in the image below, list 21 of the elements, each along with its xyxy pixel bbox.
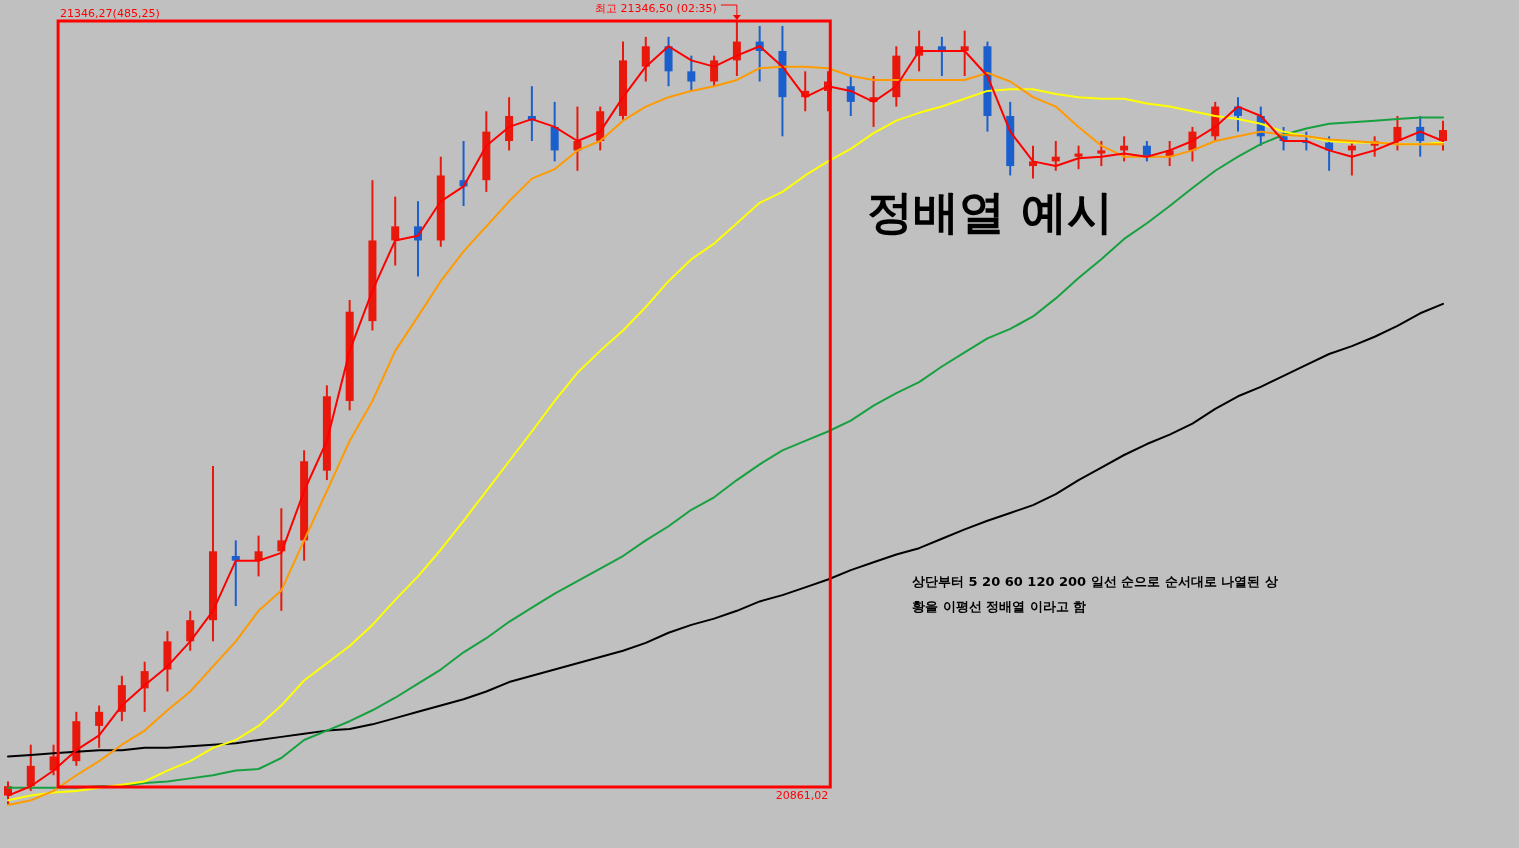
candlestick [1439,119,1447,152]
candlestick [710,54,719,88]
candlestick [687,54,696,92]
candlestick [641,35,650,83]
text: 21346,27(485,25) [60,7,160,20]
candlestick [1097,140,1106,168]
candlestick [1393,114,1402,152]
annotation: 상단부터 5 20 60 120 200 일선 순으로 순서대로 나열된 상황을 이평선 정배열 이라고 함 [912,574,1278,614]
candlestick [231,539,240,608]
candlestick [960,29,969,78]
candlestick [1074,144,1083,171]
candlestick [391,195,400,267]
annotation: 20861,02 [775,789,829,802]
candlestick [550,100,559,163]
candlestick [254,534,263,578]
candlestick [846,75,855,117]
candlestick [186,609,195,652]
candlestick [95,704,104,749]
text: 정배열 예시 [866,185,1114,239]
text: 최고 21346,50 (02:35) [595,2,717,15]
candlestick [26,743,35,792]
